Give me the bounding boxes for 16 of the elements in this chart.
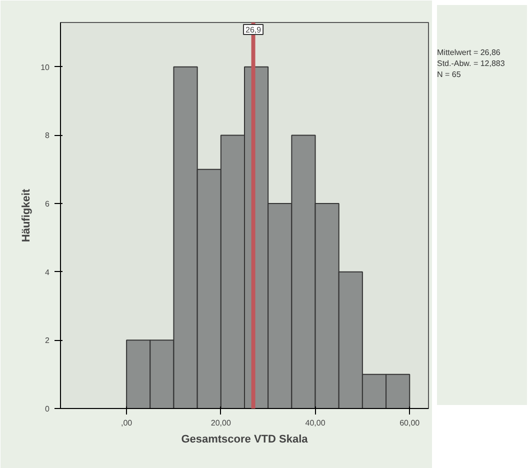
y-tick-label: 2 (45, 336, 50, 346)
x-tick-label: ,00 (120, 418, 133, 428)
y-tick-label: 4 (45, 268, 50, 277)
text: N = 65 (437, 70, 461, 79)
x-tick-label: 20,00 (210, 418, 232, 428)
text: Std.-Abw. = 12,883 (437, 59, 505, 68)
y-tick-label: 0 (45, 404, 50, 414)
y-axis-title: Häufigkeit (20, 188, 33, 242)
y-tick-label: 6 (45, 200, 50, 209)
x-tick-label: 60,00 (400, 418, 420, 428)
x-axis-title: Gesamtscore VTD Skala (181, 434, 309, 446)
x-tick-label: 40,00 (305, 418, 326, 428)
y-tick-label: 8 (45, 131, 50, 140)
y-tick-label: 10 (40, 62, 50, 72)
ref-line-label: 26,9 (245, 26, 262, 34)
text: Mittelwert = 26,86 (437, 48, 500, 57)
